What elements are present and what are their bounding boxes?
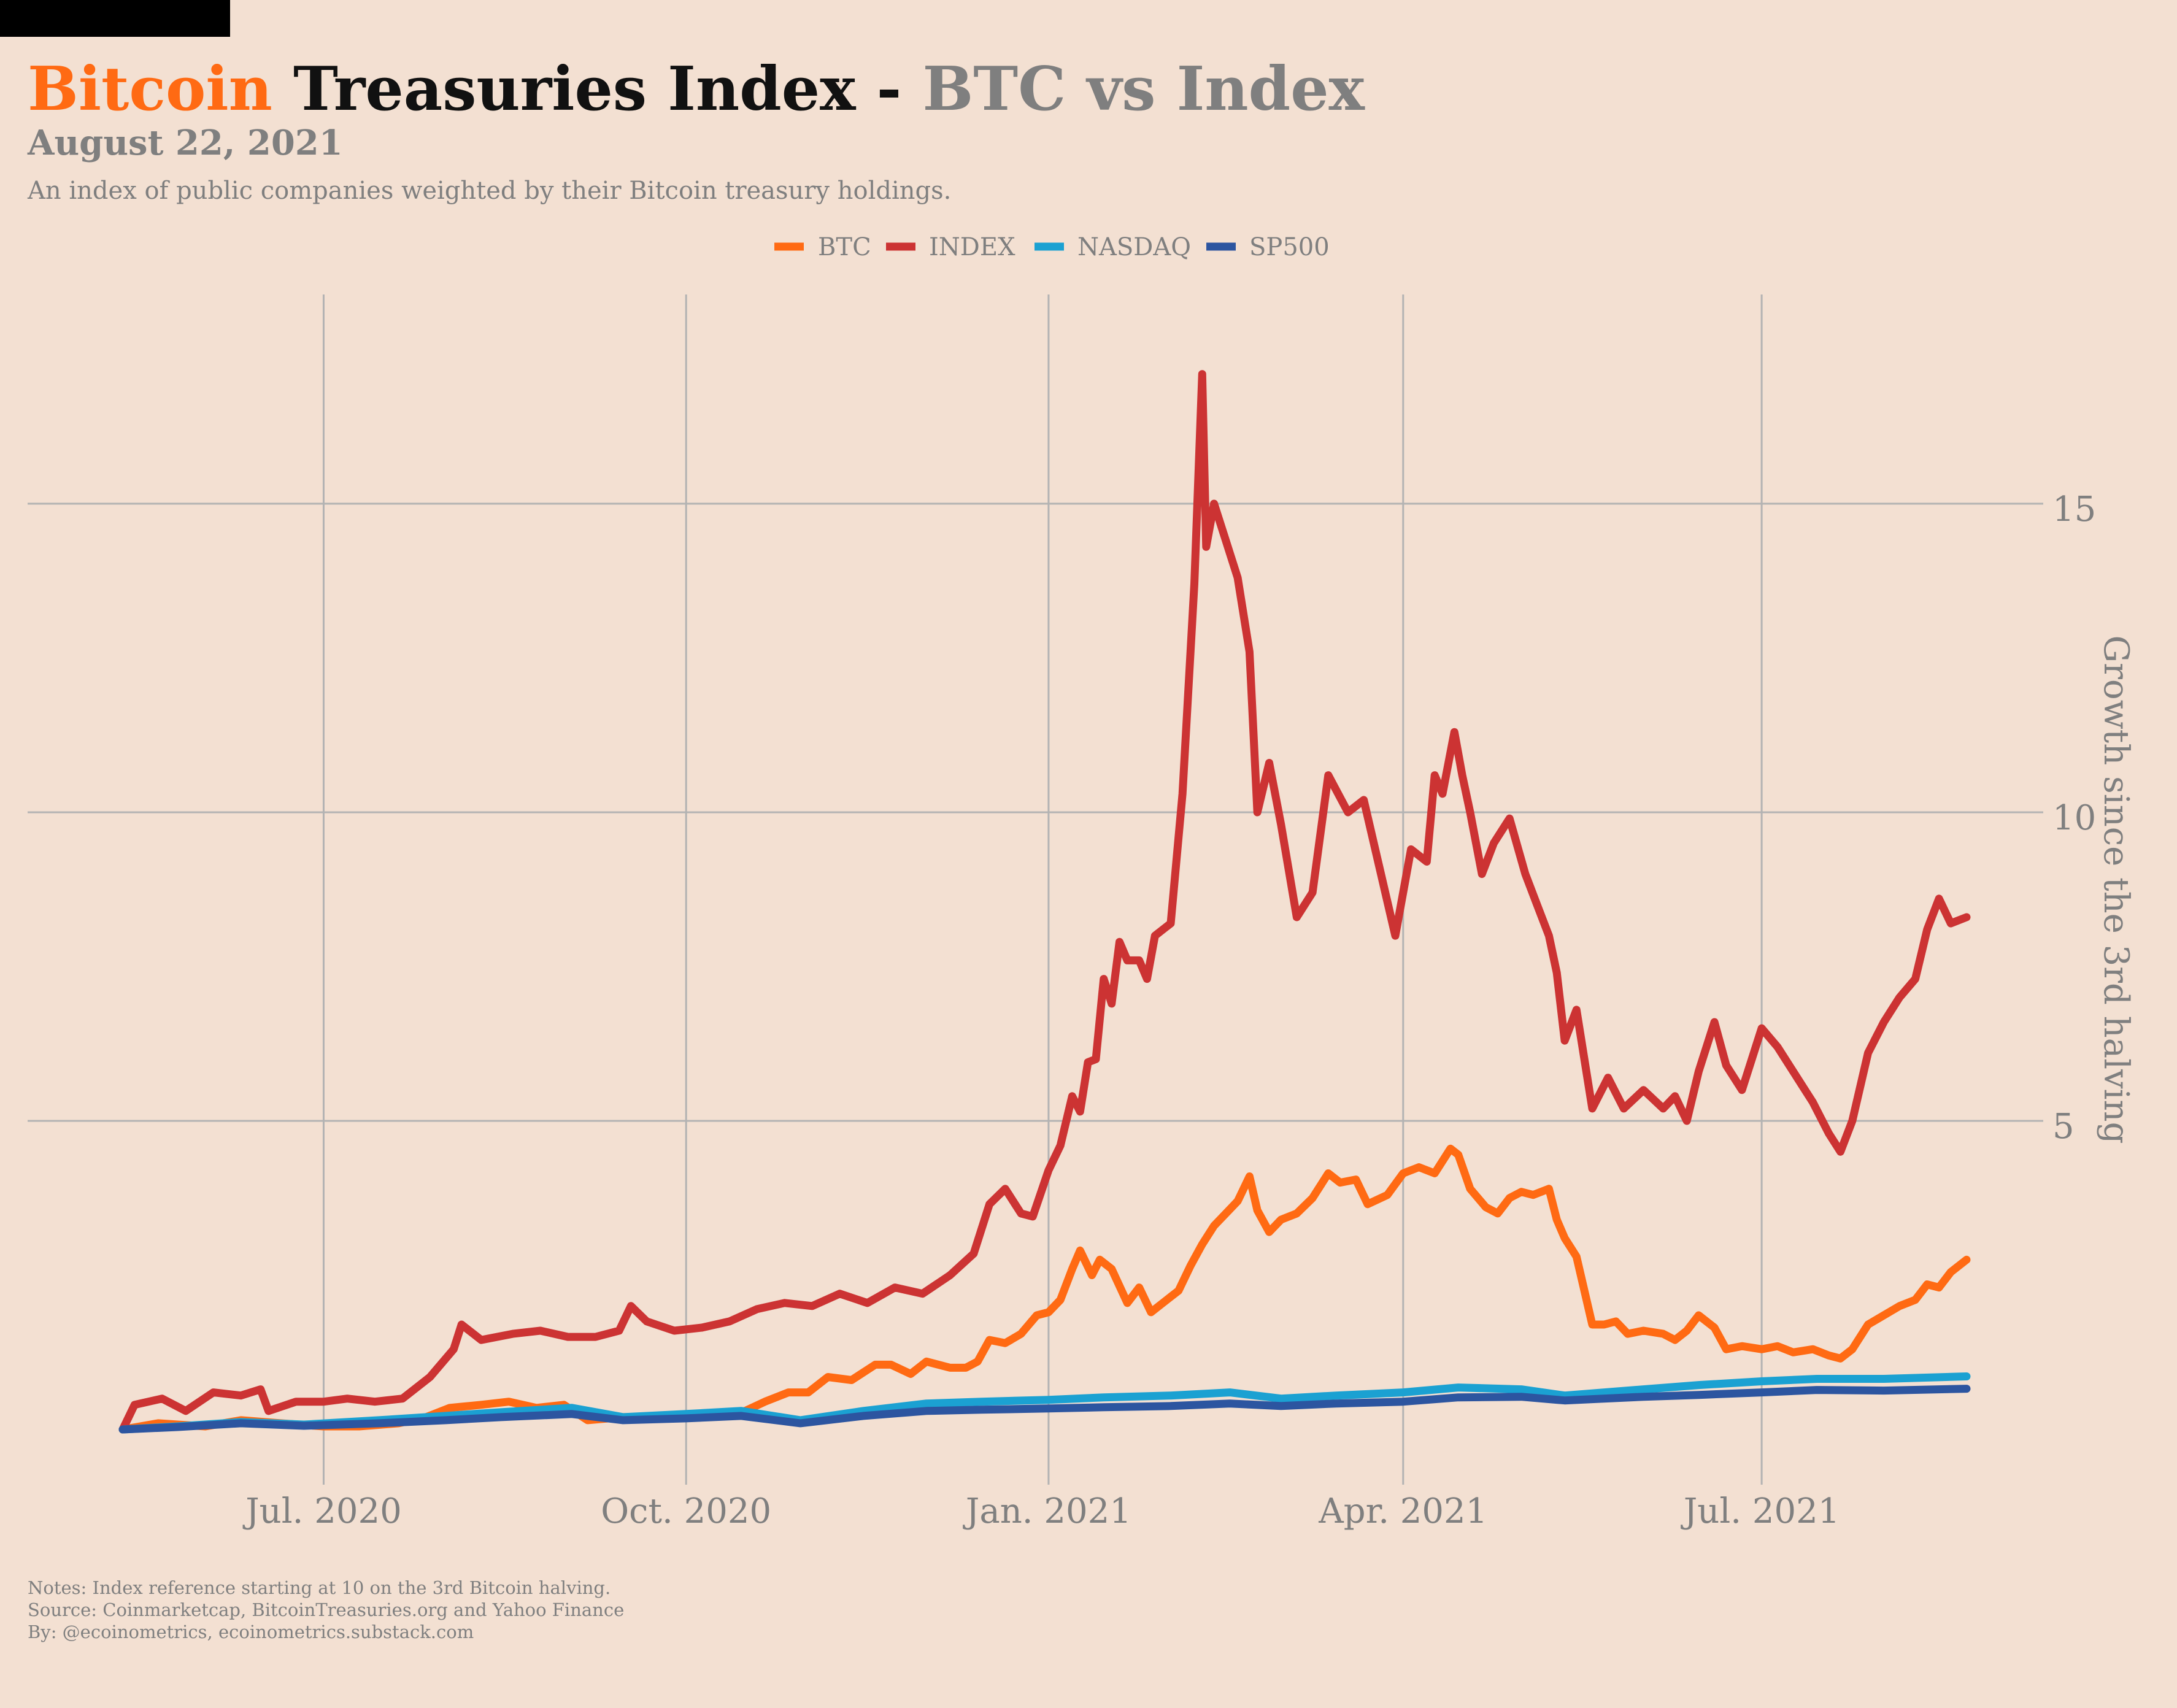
chart-notes: Notes: Index reference starting at 10 on… bbox=[28, 1577, 624, 1643]
x-tick-label: Jan. 2021 bbox=[963, 1491, 1131, 1531]
chart-title: Bitcoin Treasuries Index - BTC vs Index bbox=[28, 54, 1365, 125]
byline: By: @ecoinometrics, ecoinometrics.substa… bbox=[28, 1621, 474, 1642]
series-line-sp500 bbox=[118, 1385, 1971, 1434]
legend-label-nasdaq: NASDAQ bbox=[1077, 233, 1191, 261]
x-tick-label: Apr. 2021 bbox=[1318, 1491, 1487, 1531]
x-tick-label: Jul. 2020 bbox=[242, 1491, 402, 1531]
chart-date: August 22, 2021 bbox=[28, 123, 343, 163]
series-line-nasdaq bbox=[118, 1372, 1971, 1434]
grid bbox=[28, 294, 2043, 1485]
title-comparison: BTC vs Index bbox=[922, 54, 1365, 125]
source-line: Source: Coinmarketcap, BitcoinTreasuries… bbox=[28, 1599, 625, 1620]
title-bitcoin: Bitcoin bbox=[28, 54, 272, 125]
legend-label-btc: BTC bbox=[818, 233, 871, 261]
legend-label-index: INDEX bbox=[929, 233, 1015, 261]
chart-description: An index of public companies weighted by… bbox=[28, 177, 952, 205]
notes-line: Notes: Index reference starting at 10 on… bbox=[28, 1577, 611, 1598]
series-line-index bbox=[118, 370, 1971, 1434]
legend-label-sp500: SP500 bbox=[1249, 233, 1330, 261]
y-tick-label: 10 bbox=[2052, 798, 2096, 838]
series-lines bbox=[118, 370, 1971, 1434]
y-tick-label: 15 bbox=[2052, 490, 2096, 529]
title-main: Treasuries Index - bbox=[272, 54, 923, 125]
y-axis-label: Growth since the 3rd halving bbox=[2096, 636, 2136, 1144]
legend: BTC INDEX NASDAQ SP500 bbox=[774, 233, 1330, 261]
corner-block bbox=[0, 0, 230, 37]
axes: 5 10 15 Jul. 2020 Oct. 2020 Jan. 2021 Apr. 202… bbox=[242, 490, 2136, 1531]
x-tick-label: Oct. 2020 bbox=[601, 1491, 771, 1531]
x-tick-label: Jul. 2021 bbox=[1681, 1491, 1840, 1531]
y-tick-label: 5 bbox=[2052, 1107, 2075, 1147]
